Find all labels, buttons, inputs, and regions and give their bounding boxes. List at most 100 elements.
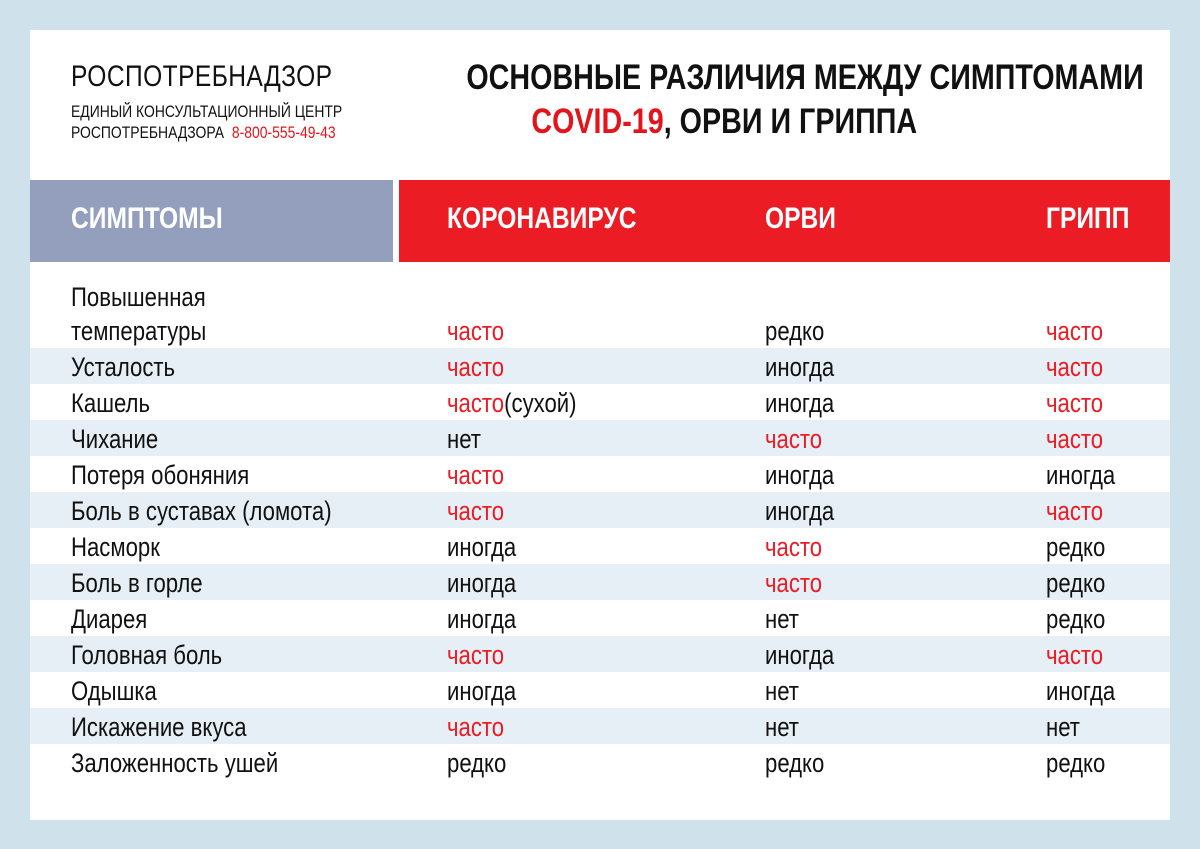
coronavirus-frequency: часто(сухой) (447, 386, 605, 420)
symptom-name: Боль в горле (71, 568, 203, 598)
flu-frequency: часто (1046, 494, 1116, 528)
symptom-name: Заложенность ушей (71, 748, 279, 778)
frequency-value: нет (765, 712, 799, 742)
orvi-frequency: иногда (765, 638, 849, 672)
symptom-name: Чихание (71, 424, 159, 454)
title-covid: COVID-19 (531, 102, 664, 141)
orvi-frequency: часто (765, 530, 835, 564)
table-row: Боль в суставах (ломота) часто иногда часто (30, 492, 1170, 528)
brand-name: РОСПОТРЕБНАДЗОР (71, 60, 333, 93)
hotline-phone: 8-800-555-49-43 (231, 123, 336, 142)
frequency-value: иногда (765, 388, 835, 418)
table-row: Искажение вкуса часто нет нет (30, 708, 1170, 744)
coronavirus-frequency: часто (447, 350, 517, 384)
symptom-name: Повышенная температуры (71, 282, 207, 346)
frequency-value: часто (765, 568, 823, 598)
symptom-name: Диарея (71, 604, 148, 634)
flu-frequency: иногда (1046, 674, 1130, 708)
frequency-value: часто (447, 460, 505, 490)
frequency-value: редко (1046, 604, 1106, 634)
frequency-value: часто (447, 712, 505, 742)
coronavirus-frequency: нет (447, 422, 488, 456)
title-line1: ОСНОВНЫЕ РАЗЛИЧИЯ МЕЖДУ СИМПТОМАМИ (466, 58, 1144, 97)
frequency-value: иногда (447, 676, 517, 706)
table-row: Насморк иногда часто редко (30, 528, 1170, 564)
frequency-value: часто (765, 424, 823, 454)
frequency-value: часто (1046, 640, 1104, 670)
flu-frequency: часто (1046, 350, 1116, 384)
table-row: Диарея иногда нет редко (30, 600, 1170, 636)
coronavirus-frequency: иногда (447, 602, 531, 636)
frequency-value: иногда (447, 532, 517, 562)
frequency-value: редко (1046, 568, 1106, 598)
header-symptoms: СИМПТОМЫ (71, 202, 223, 235)
page-title: ОСНОВНЫЕ РАЗЛИЧИЯ МЕЖДУ СИМПТОМАМИ (392, 58, 1143, 98)
frequency-value: часто (447, 352, 505, 382)
coronavirus-frequency: иногда (447, 674, 531, 708)
title-rest: , ОРВИ И ГРИППА (663, 102, 917, 141)
flu-frequency: нет (1046, 710, 1087, 744)
table-row: Заложенность ушей редко редко редко (30, 744, 1170, 780)
frequency-value: нет (1046, 712, 1080, 742)
table-row: Головная боль часто иногда часто (30, 636, 1170, 672)
frequency-value: редко (447, 748, 507, 778)
symptom-name: Одышка (71, 676, 157, 706)
frequency-value: часто (1046, 316, 1104, 346)
orvi-frequency: редко (765, 746, 837, 780)
frequency-value: иногда (447, 604, 517, 634)
brand-line1: ЕДИНЫЙ КОНСУЛЬТАЦИОННЫЙ ЦЕНТР (71, 102, 343, 121)
flu-frequency: иногда (1046, 458, 1130, 492)
coronavirus-frequency: часто (447, 638, 517, 672)
coronavirus-frequency: иногда (447, 530, 531, 564)
symptom-name: Головная боль (71, 640, 223, 670)
frequency-value: нет (447, 424, 481, 454)
table-row: Потеря обоняния часто иногда иногда (30, 456, 1170, 492)
frequency-value: часто (1046, 496, 1104, 526)
brand-logo-text: РОСПОТРЕБНАДЗОР (71, 60, 390, 94)
frequency-value: иногда (765, 460, 835, 490)
flu-frequency: часто (1046, 422, 1116, 456)
header-flu: ГРИПП (1046, 202, 1130, 235)
frequency-value: редко (1046, 532, 1106, 562)
orvi-frequency: иногда (765, 458, 849, 492)
table-row: Повышенная температуры часто редко часто (30, 280, 1170, 348)
symptom-name: Насморк (71, 532, 160, 562)
frequency-value: часто (765, 532, 823, 562)
frequency-value: редко (1046, 748, 1106, 778)
orvi-frequency: часто (765, 422, 835, 456)
symptom-name: Потеря обоняния (71, 460, 250, 490)
brand-subtitle: ЕДИНЫЙ КОНСУЛЬТАЦИОННЫЙ ЦЕНТР (71, 102, 402, 122)
frequency-value: нет (765, 604, 799, 634)
orvi-frequency: редко (765, 314, 837, 348)
coronavirus-frequency: часто (447, 458, 517, 492)
poster: РОСПОТРЕБНАДЗОР ЕДИНЫЙ КОНСУЛЬТАЦИОННЫЙ … (30, 30, 1170, 820)
coronavirus-frequency: редко (447, 746, 519, 780)
header-coronavirus: КОРОНАВИРУС (447, 202, 637, 235)
flu-frequency: редко (1046, 602, 1118, 636)
brand-contact: РОСПОТРЕБНАДЗОРА 8-800-555-49-43 (71, 123, 394, 143)
frequency-value: иногда (1046, 676, 1116, 706)
table-row: Боль в горле иногда часто редко (30, 564, 1170, 600)
flu-frequency: часто (1046, 638, 1116, 672)
orvi-frequency: нет (765, 674, 806, 708)
coronavirus-frequency: часто (447, 494, 517, 528)
orvi-frequency: нет (765, 710, 806, 744)
flu-frequency: редко (1046, 566, 1118, 600)
flu-frequency: часто (1046, 314, 1116, 348)
orvi-frequency: иногда (765, 494, 849, 528)
table-row: Одышка иногда нет иногда (30, 672, 1170, 708)
coronavirus-frequency: часто (447, 314, 517, 348)
header-diseases-bg (399, 180, 1170, 262)
frequency-value: часто (1046, 424, 1104, 454)
orvi-frequency: иногда (765, 386, 849, 420)
frequency-value: иногда (765, 352, 835, 382)
frequency-value: иногда (1046, 460, 1116, 490)
frequency-value: иногда (765, 640, 835, 670)
table-row: Чихание нет часто часто (30, 420, 1170, 456)
frequency-value: часто (447, 316, 505, 346)
symptom-name: Искажение вкуса (71, 712, 247, 742)
symptom-name: Кашель (71, 388, 151, 418)
flu-frequency: часто (1046, 386, 1116, 420)
header-symptoms-bg (30, 180, 393, 262)
header-orvi: ОРВИ (765, 202, 836, 235)
